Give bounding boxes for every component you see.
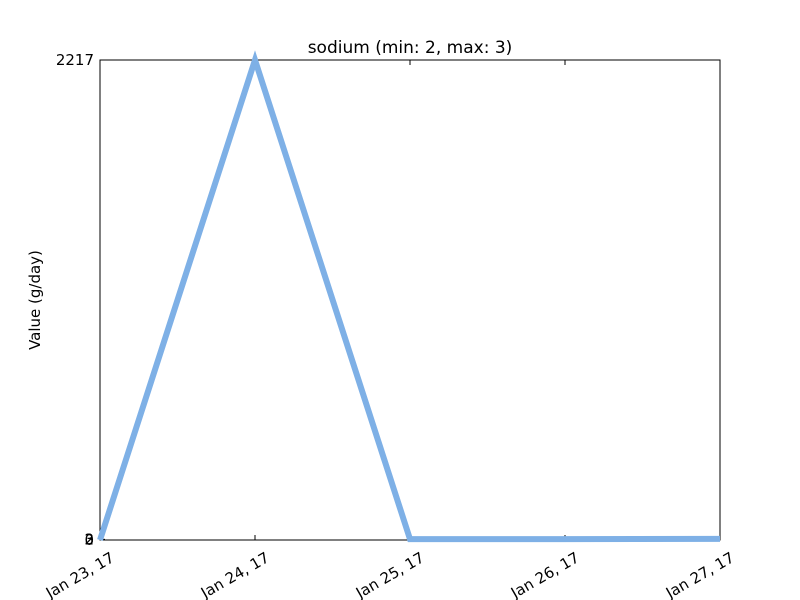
series-layer [97, 50, 721, 543]
x-tick-label: Jan 23, 17 [42, 549, 117, 600]
x-tick-label: Jan 24, 17 [197, 549, 272, 600]
x-axis-ticks: Jan 23, 17 Jan 24, 17 Jan 25, 17 Jan 26, 17… [42, 60, 737, 600]
x-tick-label: Jan 27, 17 [662, 549, 737, 600]
plot-frame [99, 59, 721, 541]
y-tick-label: 2217 [56, 51, 94, 69]
x-tick-label: Jan 25, 17 [352, 549, 427, 600]
y-tick-label: 3 [84, 530, 94, 548]
y-tick-label: 2 [84, 531, 94, 549]
series-line [97, 50, 721, 543]
y-tick-label: 0 [84, 531, 94, 549]
chart-title: sodium (min: 2, max: 3) [308, 38, 513, 58]
x-tick-label: Jan 26, 17 [507, 549, 582, 600]
y-axis-label: Value (g/day) [26, 250, 44, 350]
